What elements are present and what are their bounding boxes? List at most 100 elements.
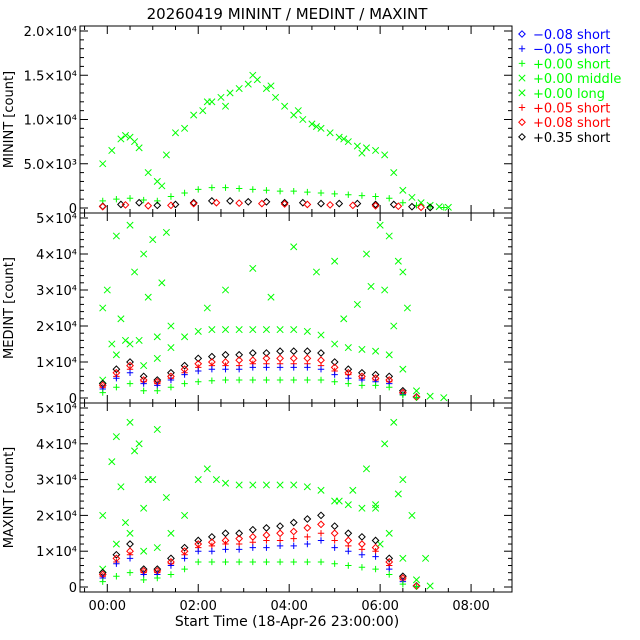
maxint-data-point (221, 529, 230, 538)
maxint-data-point (140, 576, 147, 584)
medint-data-point (317, 349, 325, 357)
medint-data-point (330, 358, 339, 366)
minint-data-point (280, 198, 289, 207)
maxint-data-point (194, 536, 203, 545)
medint-data-point (113, 384, 120, 391)
maxint-data-point (372, 565, 379, 573)
minint-data-point (299, 115, 307, 124)
minint-data-point (199, 107, 207, 115)
maxint-data-point (276, 529, 284, 538)
legend-label: +0.00 middle (533, 72, 621, 87)
maxint-data-point (413, 583, 420, 590)
maxint-data-point (276, 522, 284, 531)
medint-data-point (358, 345, 366, 353)
minint-data-point (271, 93, 280, 101)
medint-data-point (276, 347, 284, 356)
legend-symbol (518, 118, 526, 127)
x-axis-label: Start Time (18-Apr-26 23:00:00) (175, 614, 399, 630)
minint-data-point (371, 200, 380, 209)
medint-data-point (249, 364, 256, 371)
minint-data-point (181, 189, 188, 197)
maxint-data-point (235, 540, 243, 548)
minint-data-point (189, 198, 198, 207)
medint-data-point (262, 349, 271, 357)
minint-data-point (358, 192, 366, 199)
maxint-data-point (167, 529, 175, 537)
maxint-data-point (426, 582, 434, 590)
legend-entry: −0.08 short (518, 28, 610, 43)
medint-data-point (249, 264, 257, 272)
minint-data-point (99, 160, 107, 168)
medint-data-point (208, 366, 216, 373)
minint-data-point (394, 202, 403, 211)
maxint-data-point (99, 511, 107, 519)
maxint-data-point (290, 558, 297, 566)
medint-data-point (153, 333, 161, 341)
minint-data-point (267, 82, 275, 90)
medint-data-point (345, 375, 352, 382)
medint-data-point (153, 354, 161, 362)
legend-label: +0.08 short (533, 116, 610, 131)
maxint-data-point (113, 560, 120, 567)
maxint-data-point (113, 573, 120, 580)
maxint-data-point (126, 569, 134, 576)
medint-data-point (235, 350, 244, 359)
maxint-data-point (394, 490, 402, 498)
minint-data-point (353, 199, 362, 208)
minint-data-point (135, 144, 143, 152)
maxint-data-point (372, 548, 379, 555)
minint-data-point (162, 151, 170, 159)
minint-data-point (226, 197, 234, 205)
minint-data-point (262, 84, 270, 93)
maxint-data-point (203, 465, 211, 473)
maxint-data-point (317, 530, 325, 537)
maxint-data-point (408, 511, 416, 519)
medint-data-point (394, 257, 402, 265)
minint-data-point (244, 197, 253, 206)
minint-data-point (317, 124, 325, 132)
medint-data-point (112, 232, 120, 240)
maxint-data-point (358, 504, 366, 512)
legend-symbol (518, 60, 526, 67)
maxint-data-point (303, 524, 312, 532)
medint-data-point (426, 392, 434, 400)
medint-data-point (99, 304, 107, 312)
minint-data-point (381, 151, 389, 159)
legend-symbol (518, 74, 526, 82)
legend-label: +0.00 long (533, 87, 605, 102)
minint-data-point (362, 144, 371, 152)
medint-data-point (317, 331, 325, 339)
medint-data-point (126, 340, 134, 348)
minint-data-point (235, 185, 243, 192)
minint-data-point (154, 197, 161, 205)
maxint-y-tick-label: 1×10⁴ (36, 545, 77, 560)
medint-y-tick-label: 1×10⁴ (36, 356, 77, 371)
medint-data-point (344, 344, 352, 352)
minint-data-point (340, 135, 348, 143)
maxint-data-point (276, 537, 284, 544)
minint-data-point (435, 203, 443, 211)
minint-panel: 0 5.0×10³ 1.0×10⁴ 1.5×10⁴ 2.0×10⁴ MININT [cou… (2, 25, 513, 217)
medint-data-point (149, 236, 157, 244)
minint-y-axis-label: MININT [count] (2, 71, 17, 168)
medint-y-tick-label: 2×10⁴ (36, 320, 77, 335)
minint-data-point (317, 199, 325, 208)
maxint-data-point (317, 558, 325, 566)
minint-y-tick-label: 1.5×10⁴ (24, 69, 77, 84)
minint-data-point (317, 189, 325, 197)
maxint-data-point (330, 522, 339, 531)
medint-data-point (276, 364, 284, 371)
medint-data-point (181, 380, 188, 387)
minint-data-point (126, 195, 134, 202)
minint-data-point (280, 200, 289, 208)
minint-data-point (244, 80, 252, 88)
maxint-data-point (303, 515, 312, 523)
maxint-data-point (317, 537, 325, 544)
minint-data-point (304, 188, 311, 196)
medint-data-point (113, 375, 120, 382)
minint-data-point (108, 146, 116, 155)
maxint-data-point (263, 558, 270, 566)
maxint-data-point (390, 418, 398, 426)
maxint-data-point (371, 536, 380, 545)
medint-data-point (112, 351, 120, 359)
